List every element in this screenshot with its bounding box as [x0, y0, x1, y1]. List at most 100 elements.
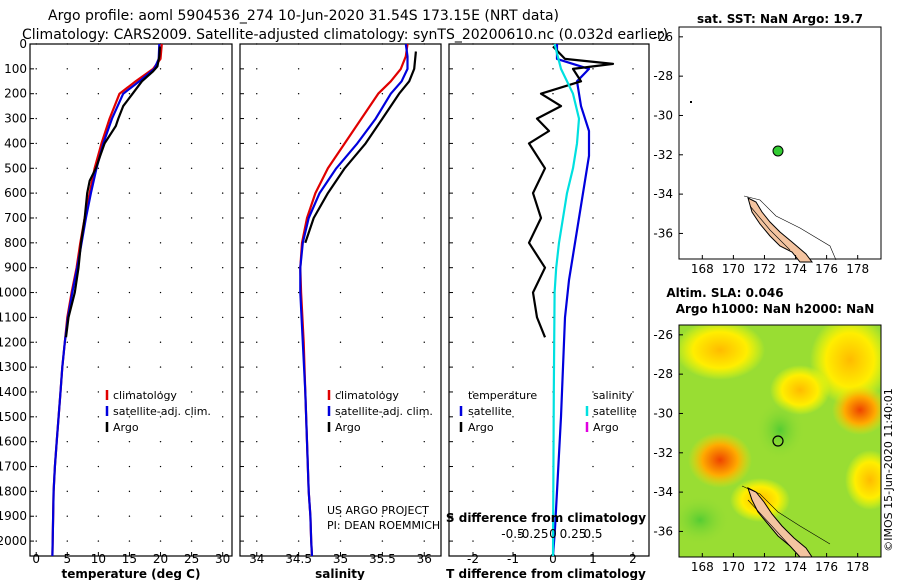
grid-dot: [190, 192, 193, 194]
grid-dot: [632, 68, 634, 70]
lon-tick-label: 168: [691, 262, 714, 276]
sla-map-frame: [678, 324, 882, 558]
grid-dot: [190, 366, 193, 368]
grid-dot: [632, 316, 634, 319]
x-tick-label: 25: [184, 552, 199, 566]
lon-tick-label: 178: [846, 560, 869, 574]
grid-dot: [472, 540, 474, 542]
grid-dot: [128, 316, 131, 319]
series-line-t-argo: [527, 45, 615, 338]
grid-dot: [297, 341, 300, 343]
grid-dot: [339, 391, 342, 393]
grid-dot: [66, 540, 68, 542]
y-tick-label: 1800: [0, 484, 27, 498]
series-line-satellite-adj-clim-: [51, 43, 161, 557]
grid-dot: [297, 416, 300, 418]
series-line-climatology: [299, 43, 409, 557]
legend-s-argo-label: Argo: [593, 421, 619, 434]
grid-dot: [592, 43, 594, 45]
s-diff-tick-label: 0.25: [560, 527, 587, 541]
grid-dot: [512, 316, 514, 319]
grid-dot: [297, 490, 300, 493]
temperature-panel: 0100200300400500600700800900100011001200…: [0, 37, 233, 580]
grid-dot: [97, 341, 100, 343]
grid-dot: [35, 217, 37, 219]
grid-dot: [35, 465, 37, 468]
grid-dot: [339, 43, 342, 45]
grid-dot: [339, 416, 342, 418]
grid-dot: [128, 192, 131, 194]
grid-dot: [128, 242, 131, 244]
y-tick-label: 400: [4, 136, 27, 150]
sla-field: [679, 325, 881, 557]
grid-dot: [297, 515, 300, 517]
grid-dot: [66, 490, 68, 493]
grid-dot: [297, 540, 300, 542]
grid-dot: [632, 440, 634, 443]
lat-tick-label: -34: [653, 187, 673, 201]
grid-dot: [66, 242, 68, 244]
grid-dot: [512, 465, 514, 468]
grid-dot: [472, 515, 474, 517]
lat-tick-label: -36: [653, 524, 673, 538]
grid-dot: [35, 490, 37, 493]
series-line-t-satellite: [551, 44, 591, 557]
grid-dot: [190, 391, 193, 393]
difference-panel: -2 -1 0 1 2 temperature salinity satellite A…: [446, 43, 650, 580]
legend-temperature-title: temperature: [468, 389, 537, 402]
grid-dot: [472, 465, 474, 468]
grid-dot: [128, 366, 131, 368]
grid-dot: [423, 366, 425, 368]
grid-dot: [256, 167, 258, 169]
x-tick-label: 5: [63, 552, 71, 566]
grid-dot: [256, 68, 258, 70]
grid-dot: [592, 217, 594, 219]
series-line-satellite-adj-clim-: [299, 43, 409, 557]
grid-dot: [128, 117, 131, 120]
lon-tick-label: 172: [753, 560, 776, 574]
grid-dot: [256, 217, 258, 219]
grid-dot: [297, 391, 300, 393]
grid-dot: [221, 366, 224, 368]
grid-dot: [512, 68, 514, 70]
s-diff-tick-label: -0.25: [517, 527, 548, 541]
grid-dot: [159, 440, 162, 443]
y-tick-label: 900: [4, 261, 27, 275]
grid-dot: [128, 416, 131, 418]
grid-dot: [381, 341, 384, 343]
grid-dot: [256, 465, 258, 468]
x-tick-label: -2: [467, 552, 479, 566]
grid-dot: [512, 93, 514, 95]
grid-dot: [221, 341, 224, 343]
grid-dot: [35, 416, 37, 418]
x-tick-label: 0: [549, 552, 557, 566]
lon-tick-label: 168: [691, 560, 714, 574]
grid-dot: [97, 540, 100, 542]
grid-dot: [381, 167, 384, 169]
grid-dot: [221, 291, 224, 294]
grid-dot: [381, 316, 384, 319]
temperature-panel-frame: [29, 43, 233, 557]
grid-dot: [512, 117, 514, 120]
lat-tick-label: -28: [653, 69, 673, 83]
grid-dot: [552, 68, 554, 70]
grid-dot: [297, 266, 300, 269]
grid-dot: [339, 490, 342, 493]
grid-dot: [423, 192, 425, 194]
grid-dot: [221, 93, 224, 95]
grid-dot: [97, 217, 100, 219]
grid-dot: [512, 391, 514, 393]
grid-dot: [632, 43, 634, 45]
sla-map: Altim. SLA: 0.046 Argo h1000: NaN h2000:…: [653, 286, 895, 574]
grid-dot: [339, 142, 342, 145]
grid-dot: [128, 391, 131, 393]
grid-dot: [221, 117, 224, 120]
grid-dot: [512, 217, 514, 219]
grid-dot: [297, 465, 300, 468]
series-line-argo: [304, 51, 417, 244]
grid-dot: [472, 266, 474, 269]
legend-salinity-title: salinity: [593, 389, 633, 402]
grid-dot: [256, 142, 258, 145]
grid-dot: [632, 391, 634, 393]
grid-dot: [221, 440, 224, 443]
